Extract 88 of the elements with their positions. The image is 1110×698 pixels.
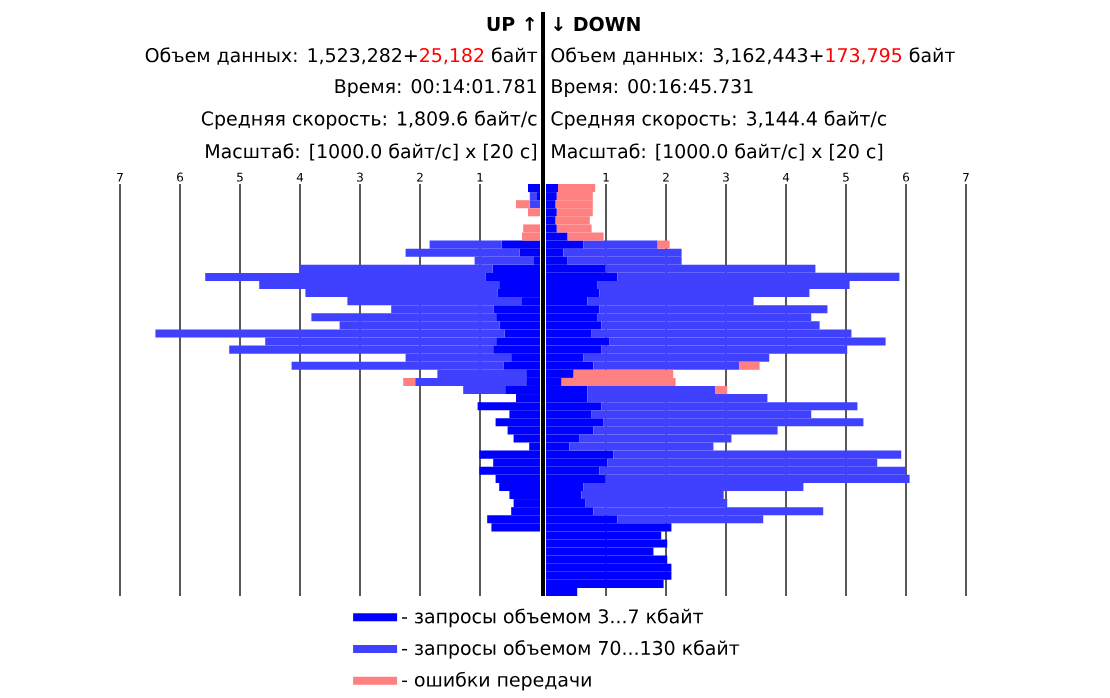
bar (546, 563, 672, 572)
bar (497, 289, 540, 298)
bar (599, 466, 906, 475)
bar (499, 321, 540, 330)
bar (546, 289, 600, 298)
bar (555, 200, 593, 209)
bar (503, 361, 540, 370)
bar (415, 377, 527, 386)
bar (491, 523, 540, 532)
bar (563, 248, 682, 257)
text: Время: 00:16:45.731 (552, 78, 753, 97)
text: Средняя скорость: 1,809.6 байт/с (201, 110, 537, 130)
bar (546, 474, 606, 483)
bar (501, 240, 540, 249)
bar (493, 345, 540, 354)
bar (546, 579, 664, 588)
bar (739, 361, 760, 370)
bar (546, 458, 608, 467)
chart-title: UP ↑ (487, 16, 534, 32)
legend-label: - ошибки передачи (402, 671, 591, 691)
bar (513, 434, 540, 443)
bar (485, 272, 540, 281)
bar (529, 192, 537, 201)
bar (505, 385, 540, 395)
bar (523, 224, 540, 233)
bar (504, 329, 540, 338)
bar (546, 450, 614, 459)
bar (546, 555, 668, 564)
text: Объем данных: 3,162,443+ (551, 47, 823, 65)
bar (528, 184, 540, 193)
text: Время: 00:14:01.781 (335, 78, 536, 97)
bar (558, 184, 596, 193)
bar (495, 418, 540, 427)
bar (496, 337, 540, 346)
text: 25,182 (420, 47, 484, 65)
bar (546, 200, 556, 209)
bar (556, 208, 593, 217)
legend-label: - запросы объемом 70...130 кбайт (402, 640, 740, 659)
bar (657, 240, 670, 249)
bar (546, 321, 602, 330)
chart-title: ↓ DOWN (554, 16, 640, 32)
text: 173,795 (826, 47, 902, 65)
legend-label: - запросы объемом 3...7 кбайт (402, 608, 704, 628)
bar (546, 361, 594, 370)
bar (487, 515, 540, 524)
bar (479, 450, 540, 459)
text: Масштаб: [1000.0 байт/с] x [20 с] (206, 143, 536, 161)
bar (529, 200, 540, 209)
bar (546, 523, 672, 532)
bar (546, 499, 586, 508)
bar (546, 216, 556, 225)
bar (493, 305, 540, 314)
bar (555, 216, 590, 225)
bar (546, 466, 600, 475)
bar (546, 571, 672, 580)
bar (546, 192, 557, 201)
bar (311, 313, 497, 322)
bar (403, 377, 416, 386)
text: Средняя скорость: 3,144.4 байт/с (551, 110, 887, 130)
bar (546, 240, 584, 249)
bar (522, 232, 540, 241)
bar (479, 466, 540, 475)
bar (492, 264, 540, 273)
bar (546, 345, 602, 354)
bar (155, 329, 505, 338)
bar (477, 402, 540, 411)
bar (556, 192, 593, 201)
text: Масштаб: [1000.0 байт/с] x [20 с] (552, 143, 883, 161)
bar (499, 482, 540, 491)
bar (496, 313, 540, 322)
text: байт (909, 47, 955, 63)
bar (546, 305, 600, 314)
bar (513, 499, 540, 508)
bar (593, 507, 824, 516)
bar (546, 208, 557, 217)
bar (561, 377, 676, 386)
bar (546, 418, 604, 427)
bar (546, 184, 559, 193)
bar (546, 539, 668, 548)
bar (546, 272, 618, 281)
bar (546, 337, 610, 346)
text: Объем данных: 1,523,282+ (145, 47, 417, 65)
bar (715, 385, 728, 395)
bar (546, 490, 582, 500)
text: байт (492, 47, 538, 63)
bar (546, 313, 598, 322)
bar (546, 402, 602, 411)
bar (546, 385, 588, 395)
